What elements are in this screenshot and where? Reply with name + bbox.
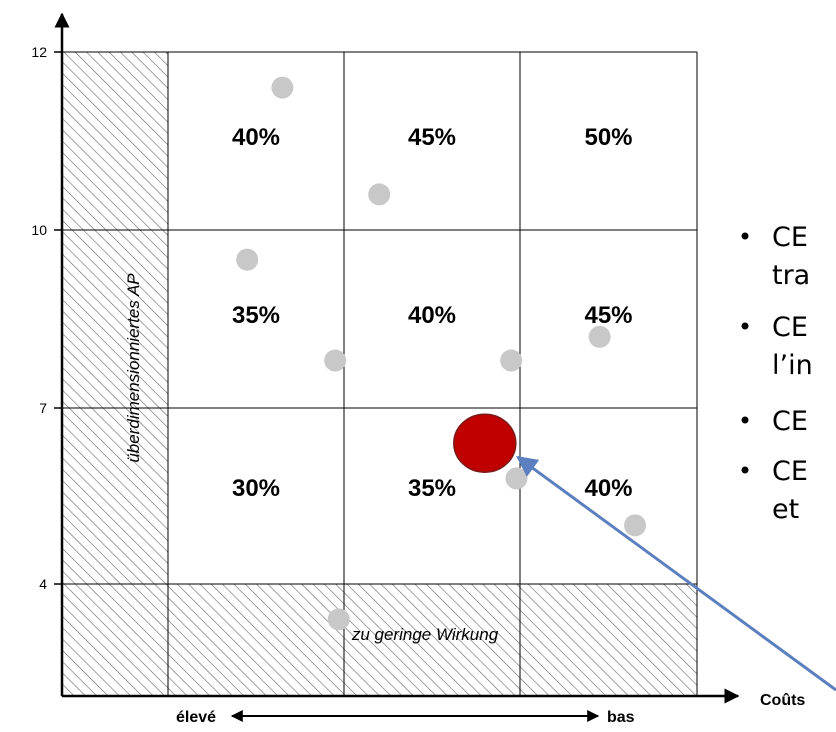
cell-label: 45%	[408, 124, 456, 151]
y-tick-label: 4	[39, 576, 47, 592]
cell-label: 40%	[584, 475, 632, 502]
bullet-text: CE	[772, 312, 808, 343]
cell-label: 40%	[232, 124, 280, 151]
data-point	[624, 514, 647, 537]
cell-labels: 40% 45% 50% 35% 40% 45% 30% 35% 40%	[232, 124, 633, 502]
data-point	[505, 467, 528, 490]
cell-label: 35%	[232, 302, 280, 329]
y-ticks: 12 10 7 4	[31, 44, 62, 592]
bullet-text: l’in	[772, 350, 813, 381]
highlight-group	[453, 413, 836, 692]
zone-bottom-hatch	[167, 583, 698, 697]
bullet-text: CE	[772, 222, 808, 253]
cell-label: 50%	[584, 124, 632, 151]
cell-label: 35%	[408, 475, 456, 502]
data-point	[368, 183, 391, 206]
y-tick-label: 10	[31, 222, 47, 238]
bullet-dot	[741, 232, 749, 240]
data-point	[324, 349, 347, 372]
pointer-arrow	[516, 455, 836, 692]
data-point	[236, 248, 259, 271]
bullet-text: et	[772, 494, 799, 525]
x-axis-title: Coûts	[760, 692, 805, 709]
y-tick-label: 12	[31, 44, 47, 60]
direction-left-label: élevé	[176, 709, 216, 726]
zone-bottom-label: zu geringe Wirkung	[351, 625, 499, 644]
y-tick-label: 7	[39, 400, 47, 416]
cell-label: 45%	[584, 302, 632, 329]
bullet-text: tra	[772, 260, 810, 291]
bullet-text: CE	[772, 406, 808, 437]
highlight-point	[453, 413, 517, 473]
bullet-text: CE	[772, 456, 808, 487]
bullet-dot	[741, 466, 749, 474]
bullet-list: CE tra CE l’in CE CE et	[741, 222, 813, 525]
cell-label: 30%	[232, 475, 280, 502]
bullet-dot	[741, 416, 749, 424]
direction-right-label: bas	[607, 709, 635, 726]
data-points	[236, 76, 647, 631]
zone-left-label: überdimensionniertes AP	[124, 273, 143, 463]
bullet-dot	[741, 322, 749, 330]
data-point	[271, 76, 294, 99]
cell-label: 40%	[408, 302, 456, 329]
zone-left-hatch	[61, 51, 169, 697]
data-point	[500, 349, 523, 372]
data-point	[327, 608, 350, 631]
data-point	[588, 325, 611, 348]
